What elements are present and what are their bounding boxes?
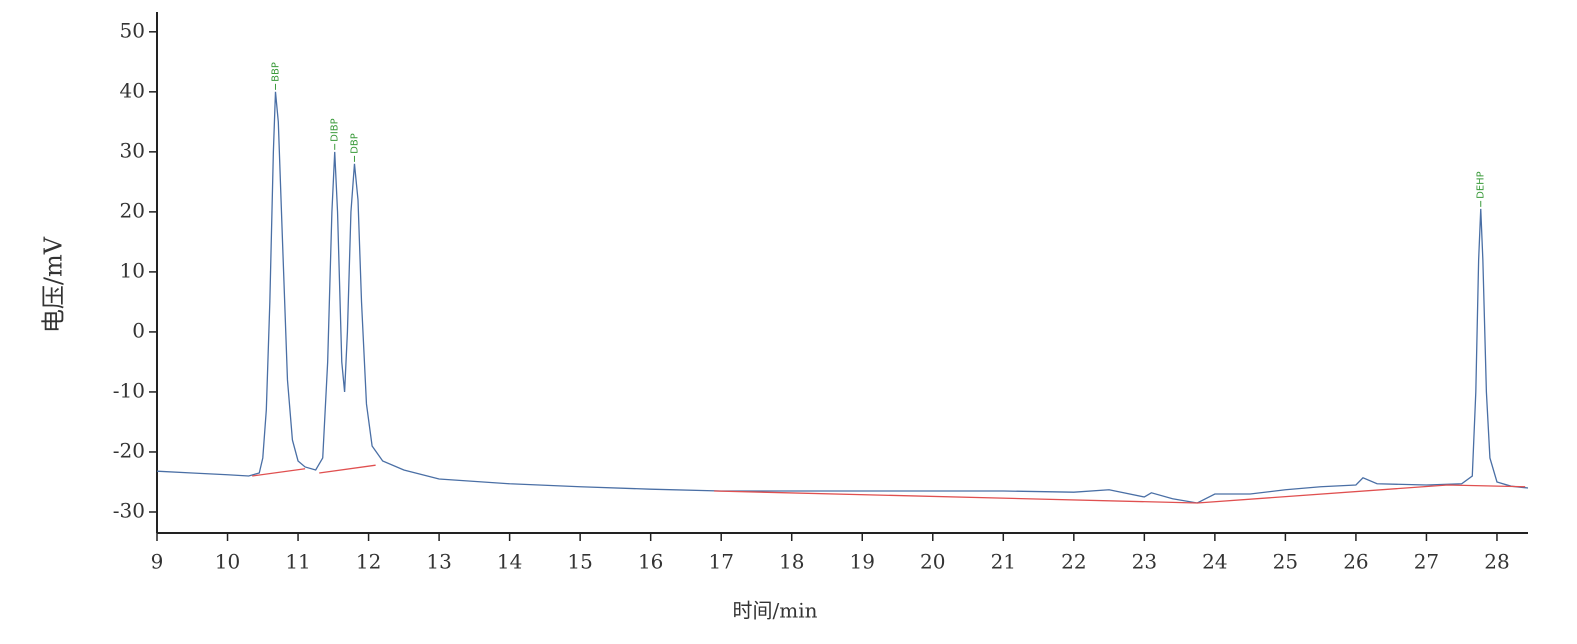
x-tick-label: 9 xyxy=(151,550,164,574)
x-tick-label: 16 xyxy=(638,550,663,574)
x-tick-label: 18 xyxy=(779,550,804,574)
x-tick-label: 12 xyxy=(356,550,381,574)
y-tick-label: -20 xyxy=(113,438,145,462)
x-tick-label: 17 xyxy=(708,550,733,574)
y-tick-label: -10 xyxy=(113,378,145,402)
x-tick-label: 27 xyxy=(1414,550,1439,574)
x-tick-label: 26 xyxy=(1343,550,1368,574)
x-tick-label: 11 xyxy=(285,550,310,574)
x-tick-label: 10 xyxy=(215,550,240,574)
y-tick-label: 20 xyxy=(120,198,145,222)
y-tick-label: 40 xyxy=(120,78,145,102)
x-tick-label: 21 xyxy=(991,550,1016,574)
y-tick-label: 0 xyxy=(132,318,145,342)
x-tick-label: 22 xyxy=(1061,550,1086,574)
x-tick-label: 23 xyxy=(1132,550,1157,574)
peak-label: DEHP xyxy=(1476,171,1487,199)
peak-label: BBP xyxy=(270,62,281,82)
trace-line xyxy=(319,464,376,474)
x-tick-label: 14 xyxy=(497,550,522,574)
y-tick-label: 10 xyxy=(120,258,145,282)
y-tick-label: 30 xyxy=(120,138,145,162)
trace-line xyxy=(156,91,1529,504)
x-tick-label: 20 xyxy=(920,550,945,574)
y-tick-label: -30 xyxy=(113,498,145,522)
x-tick-label: 28 xyxy=(1484,550,1509,574)
x-axis-label: 时间/min xyxy=(733,599,818,623)
trace-line xyxy=(252,468,306,477)
x-tick-label: 19 xyxy=(850,550,875,574)
trace-line xyxy=(714,484,1526,504)
peak-label: DIBP xyxy=(330,118,341,142)
y-tick-label: 50 xyxy=(120,18,145,42)
x-tick-label: 15 xyxy=(567,550,592,574)
x-tick-label: 24 xyxy=(1202,550,1227,574)
y-axis-label: 电压/mV xyxy=(40,236,68,333)
x-tick-label: 25 xyxy=(1273,550,1298,574)
x-tick-label: 13 xyxy=(426,550,451,574)
peak-label: DBP xyxy=(349,133,360,154)
